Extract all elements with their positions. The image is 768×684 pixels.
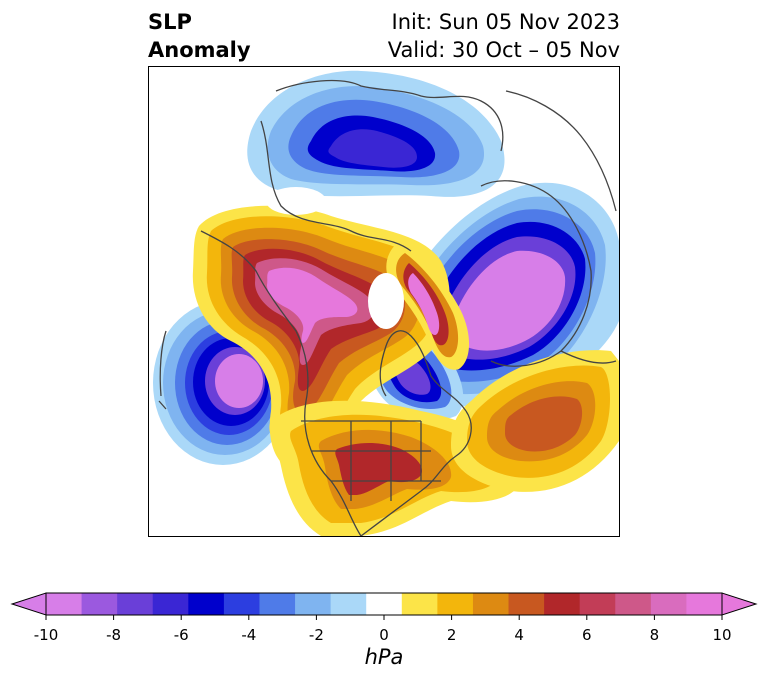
colorbar-segment xyxy=(152,593,189,615)
colorbar-segment xyxy=(188,593,225,615)
date-info: Init: Sun 05 Nov 2023 Valid: 30 Oct – 05… xyxy=(388,8,620,64)
colorbar-tick-label: -2 xyxy=(309,626,324,644)
colorbar-segment xyxy=(330,593,367,615)
colorbar-extend-min xyxy=(10,592,47,616)
colorbar-segment xyxy=(223,593,260,615)
colorbar-segment xyxy=(117,593,154,615)
anomaly-map xyxy=(148,66,620,537)
colorbar-segment xyxy=(295,593,332,615)
valid-date-range: Valid: 30 Oct – 05 Nov xyxy=(387,38,620,62)
colorbar-tick-label: 4 xyxy=(514,626,524,644)
colorbar-segment xyxy=(508,593,545,615)
colorbar-segment xyxy=(366,593,403,615)
colorbar-segment xyxy=(650,593,687,615)
siberia-low-anomaly xyxy=(247,70,505,197)
colorbar-tick-label: -8 xyxy=(106,626,121,644)
colorbar-extend-max xyxy=(721,592,758,616)
hudson-high-anomaly xyxy=(386,241,470,370)
title-line-2: Anomaly xyxy=(148,38,251,62)
colorbar-tick-label: -4 xyxy=(241,626,256,644)
colorbar-segment xyxy=(472,593,510,615)
colorbar-segment xyxy=(544,593,581,615)
colorbar-tick-label: -6 xyxy=(174,626,189,644)
colorbar: -10 -8 -6 -4 -2 0 2 4 6 8 10 xyxy=(10,592,758,644)
colorbar-tick-label: 8 xyxy=(650,626,660,644)
colorbar-segment xyxy=(81,593,118,615)
colorbar-segment xyxy=(259,593,296,615)
colorbar-tick-label: 6 xyxy=(582,626,592,644)
colorbar-segment xyxy=(686,593,723,615)
colorbar-unit-label: hPa xyxy=(364,645,404,669)
colorbar-segment xyxy=(437,593,474,615)
colorbar-tick-label: -10 xyxy=(34,626,59,644)
colorbar-segment xyxy=(579,593,616,615)
colorbar-segment xyxy=(401,593,438,615)
us-high-anomaly xyxy=(269,400,522,536)
title-line-1: SLP xyxy=(148,10,192,34)
colorbar-segment xyxy=(615,593,652,615)
init-date: Init: Sun 05 Nov 2023 xyxy=(391,10,620,34)
neutral-zone xyxy=(266,187,404,329)
chart-title: SLP Anomaly xyxy=(148,8,251,64)
atlantic-high-anomaly xyxy=(451,350,619,492)
colorbar-tick-label: 10 xyxy=(712,626,731,644)
colorbar-segment xyxy=(46,593,83,615)
colorbar-tick-label: 2 xyxy=(447,626,457,644)
coastlines xyxy=(158,79,617,536)
colorbar-tick-label: 0 xyxy=(379,626,389,644)
